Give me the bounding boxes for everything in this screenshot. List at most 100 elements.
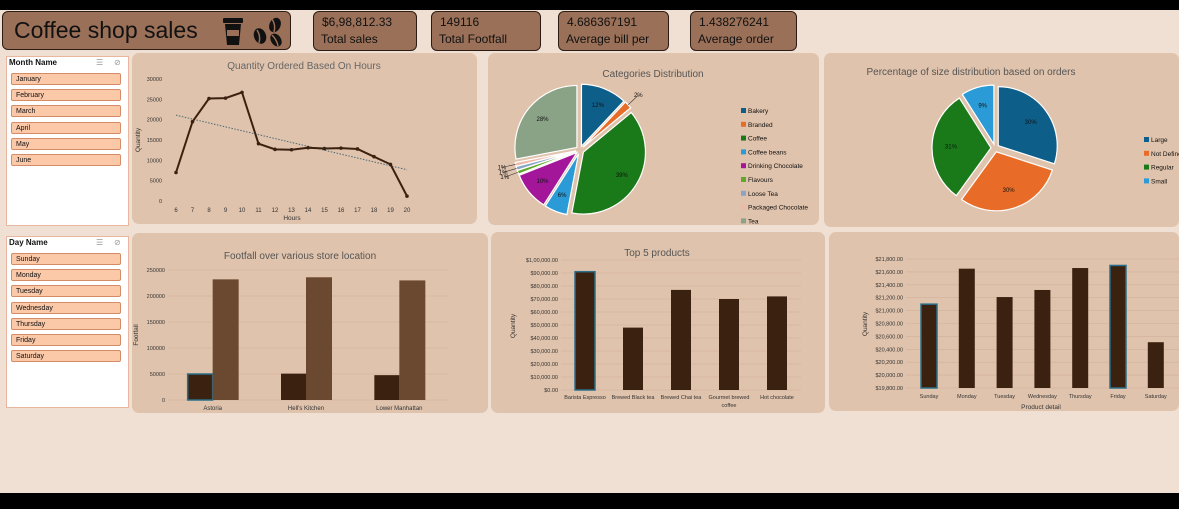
data-label: 1% [498, 165, 507, 171]
data-label: 39% [616, 173, 629, 179]
slicer-item-monday[interactable]: Monday [11, 269, 121, 282]
y-tick-label: $70,000.00 [530, 297, 558, 303]
pie-slice [960, 151, 1054, 212]
trendline [175, 114, 408, 171]
kpi-value: $6,98,812.33 [322, 15, 393, 29]
label-leader-line [501, 164, 516, 168]
series-line [175, 91, 408, 197]
x-tick-label: 15 [321, 208, 328, 214]
clear-filter-icon[interactable]: ⊘ [114, 238, 121, 247]
category-pie-chart: Categories Distribution12%2%39%6%10%1%1%… [498, 69, 809, 225]
coffee-cup-icon [223, 18, 243, 45]
data-point [223, 96, 228, 100]
multi-select-icon[interactable]: ☰ [96, 238, 104, 247]
hours-line-chart-panel: Quantity Ordered Based On Hours 0 5000 1000… [132, 53, 477, 224]
bar [281, 373, 306, 400]
x-tick-label: 17 [354, 208, 361, 214]
label-leader-line [627, 95, 639, 106]
top-products-bar-chart-panel: Top 5 products $0.00 $10,000.00 $20,000.00 $… [491, 232, 825, 422]
y-tick-label: 25000 [147, 97, 162, 103]
multi-select-icon[interactable]: ☰ [96, 58, 104, 67]
x-tick-label: 12 [272, 208, 279, 214]
kpi-average-order: 1.438276241 Average order [690, 11, 797, 51]
y-tick-label: 0 [162, 398, 165, 404]
data-label: 9% [978, 104, 987, 110]
dashboard-title-box: Coffee shop sales [2, 11, 291, 50]
data-label: 1% [500, 175, 509, 181]
dashboard-title: Coffee shop sales [14, 17, 198, 43]
y-tick-label: $20,000.00 [875, 373, 903, 379]
x-tick-label: 18 [371, 208, 378, 214]
legend-swatch [741, 163, 746, 169]
legend-swatch [741, 190, 746, 196]
data-label: 12% [592, 103, 605, 109]
data-point [190, 119, 195, 124]
x-tick-label: 14 [305, 208, 312, 214]
y-tick-label: $1,00,000.00 [526, 258, 558, 264]
bar [374, 375, 400, 400]
slicer-item-may[interactable]: May [11, 137, 121, 150]
y-tick-label: $21,600.00 [875, 270, 903, 276]
day-slicer-title: Day Name [9, 238, 48, 247]
x-tick-label: Thursday [1069, 394, 1092, 400]
data-label: 31% [945, 145, 958, 151]
data-point [355, 147, 360, 151]
y-tick-label: $90,000.00 [530, 271, 558, 277]
slicer-item-thursday[interactable]: Thursday [11, 317, 121, 330]
pie-slice [580, 83, 625, 148]
x-tick-label: 16 [338, 208, 345, 214]
slicer-item-april[interactable]: April [11, 121, 121, 134]
bar [996, 297, 1013, 388]
x-tick-label: Hot chocolate [760, 395, 794, 401]
y-tick-label: $60,000.00 [530, 310, 558, 316]
y-tick-label: $20,200.00 [875, 360, 903, 366]
y-tick-label: 250000 [147, 268, 165, 274]
legend-swatch [741, 149, 746, 155]
slicer-item-wednesday[interactable]: Wednesday [11, 301, 121, 314]
slicer-item-february[interactable]: February [11, 89, 121, 102]
x-tick-label: Friday [1110, 394, 1126, 400]
bar [399, 280, 426, 400]
slicer-item-saturday[interactable]: Saturday [11, 350, 121, 363]
slicer-item-march[interactable]: March [11, 105, 121, 118]
slicer-item-sunday[interactable]: Sunday [11, 253, 121, 265]
slicer-item-june[interactable]: June [11, 154, 121, 166]
data-label: 30% [1025, 120, 1038, 126]
legend-swatch [1144, 150, 1149, 156]
data-point [289, 147, 294, 152]
legend-entry: Loose Tea [748, 191, 778, 198]
y-tick-label: $0.00 [544, 388, 558, 394]
kpi-value: 1.438276241 [699, 15, 770, 29]
slicer-item-tuesday[interactable]: Tuesday [11, 285, 121, 298]
legend-entry: Tea [748, 218, 759, 225]
legend-swatch [1144, 178, 1149, 184]
bar [920, 303, 938, 389]
pie-slice [997, 86, 1058, 165]
legend-swatch [1144, 164, 1149, 170]
month-slicer[interactable]: Month Name ☰ ⊘ January February March April… [6, 56, 129, 226]
y-tick-label: 50000 [150, 372, 165, 378]
category-pie-chart-panel: Categories Distribution 12% 2% 39% 6% 10% 1% 1%… [488, 53, 819, 225]
chart-title: Categories Distribution [602, 69, 703, 80]
size-pie-chart: Percentage of size distribution based on… [866, 67, 1179, 212]
clear-filter-icon[interactable]: ⊘ [114, 58, 121, 67]
data-label: 28% [537, 117, 550, 123]
day-slicer[interactable]: Day Name ☰ ⊘ Sunday Monday Tuesday Wednesda… [6, 236, 129, 408]
hours-line-chart: Quantity Ordered Based On Hours 0 5000 1000… [135, 61, 411, 222]
data-label: 6% [558, 193, 567, 199]
label-leader-line [503, 168, 517, 173]
chart-title: Top 5 products [624, 248, 690, 259]
y-tick-label: $80,000.00 [530, 284, 558, 290]
slicer-item-friday[interactable]: Friday [11, 334, 121, 346]
pie-slice [961, 84, 995, 147]
legend-entry: Flavours [748, 177, 774, 184]
slicer-item-january[interactable]: January [11, 73, 121, 85]
y-axis-label: Quantity [135, 127, 142, 152]
pie-slice [514, 150, 577, 168]
chart-title: Quantity Ordered Based On Hours [227, 61, 380, 72]
legend-swatch [741, 135, 746, 141]
legend-swatch [741, 121, 746, 127]
y-tick-label: $10,000.00 [530, 375, 558, 381]
bar [1147, 342, 1164, 388]
kpi-label: Average bill per [566, 32, 650, 46]
